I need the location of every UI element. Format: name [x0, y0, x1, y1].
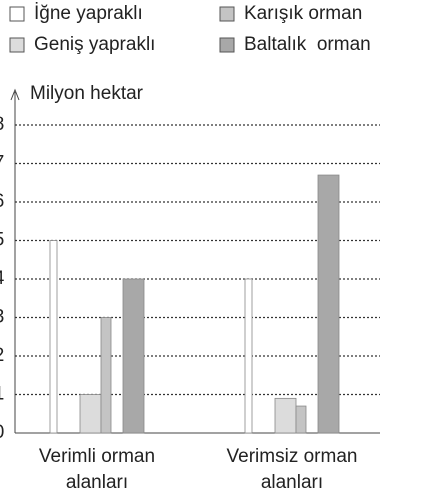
legend-swatch	[9, 37, 25, 53]
bar	[49, 240, 58, 434]
bar	[100, 317, 112, 434]
y-tick-label: 7	[0, 153, 4, 174]
x-tick-label: Verimsiz orman alanları	[226, 446, 358, 493]
y-tick-label: 4	[0, 268, 5, 289]
legend-swatch	[219, 37, 235, 53]
y-tick-label: 5	[0, 230, 4, 251]
bar	[244, 278, 253, 434]
y-tick-label: 1	[0, 384, 4, 405]
legend-swatch	[219, 6, 235, 22]
legend-swatch	[9, 6, 25, 22]
legend-label: Geniş yapraklı	[34, 34, 155, 55]
y-axis-label: Milyon hektar	[30, 83, 144, 104]
bar	[274, 397, 297, 434]
bar	[79, 394, 102, 434]
legend-label: İğne yapraklı	[34, 3, 143, 24]
bar	[122, 278, 145, 434]
y-tick-label: 2	[0, 345, 4, 366]
y-axis-arrow	[10, 88, 20, 101]
y-tick-label: 3	[0, 307, 4, 328]
y-tick-label: 0	[0, 422, 4, 443]
bar	[295, 405, 307, 434]
legend-label: Baltalık orman	[244, 34, 371, 55]
y-tick-label: 6	[0, 191, 4, 212]
y-tick-label: 8	[0, 114, 4, 135]
x-tick-label: Verimli orman alanları	[38, 446, 156, 493]
legend-label: Karışık orman	[244, 3, 362, 24]
bar	[317, 174, 340, 434]
